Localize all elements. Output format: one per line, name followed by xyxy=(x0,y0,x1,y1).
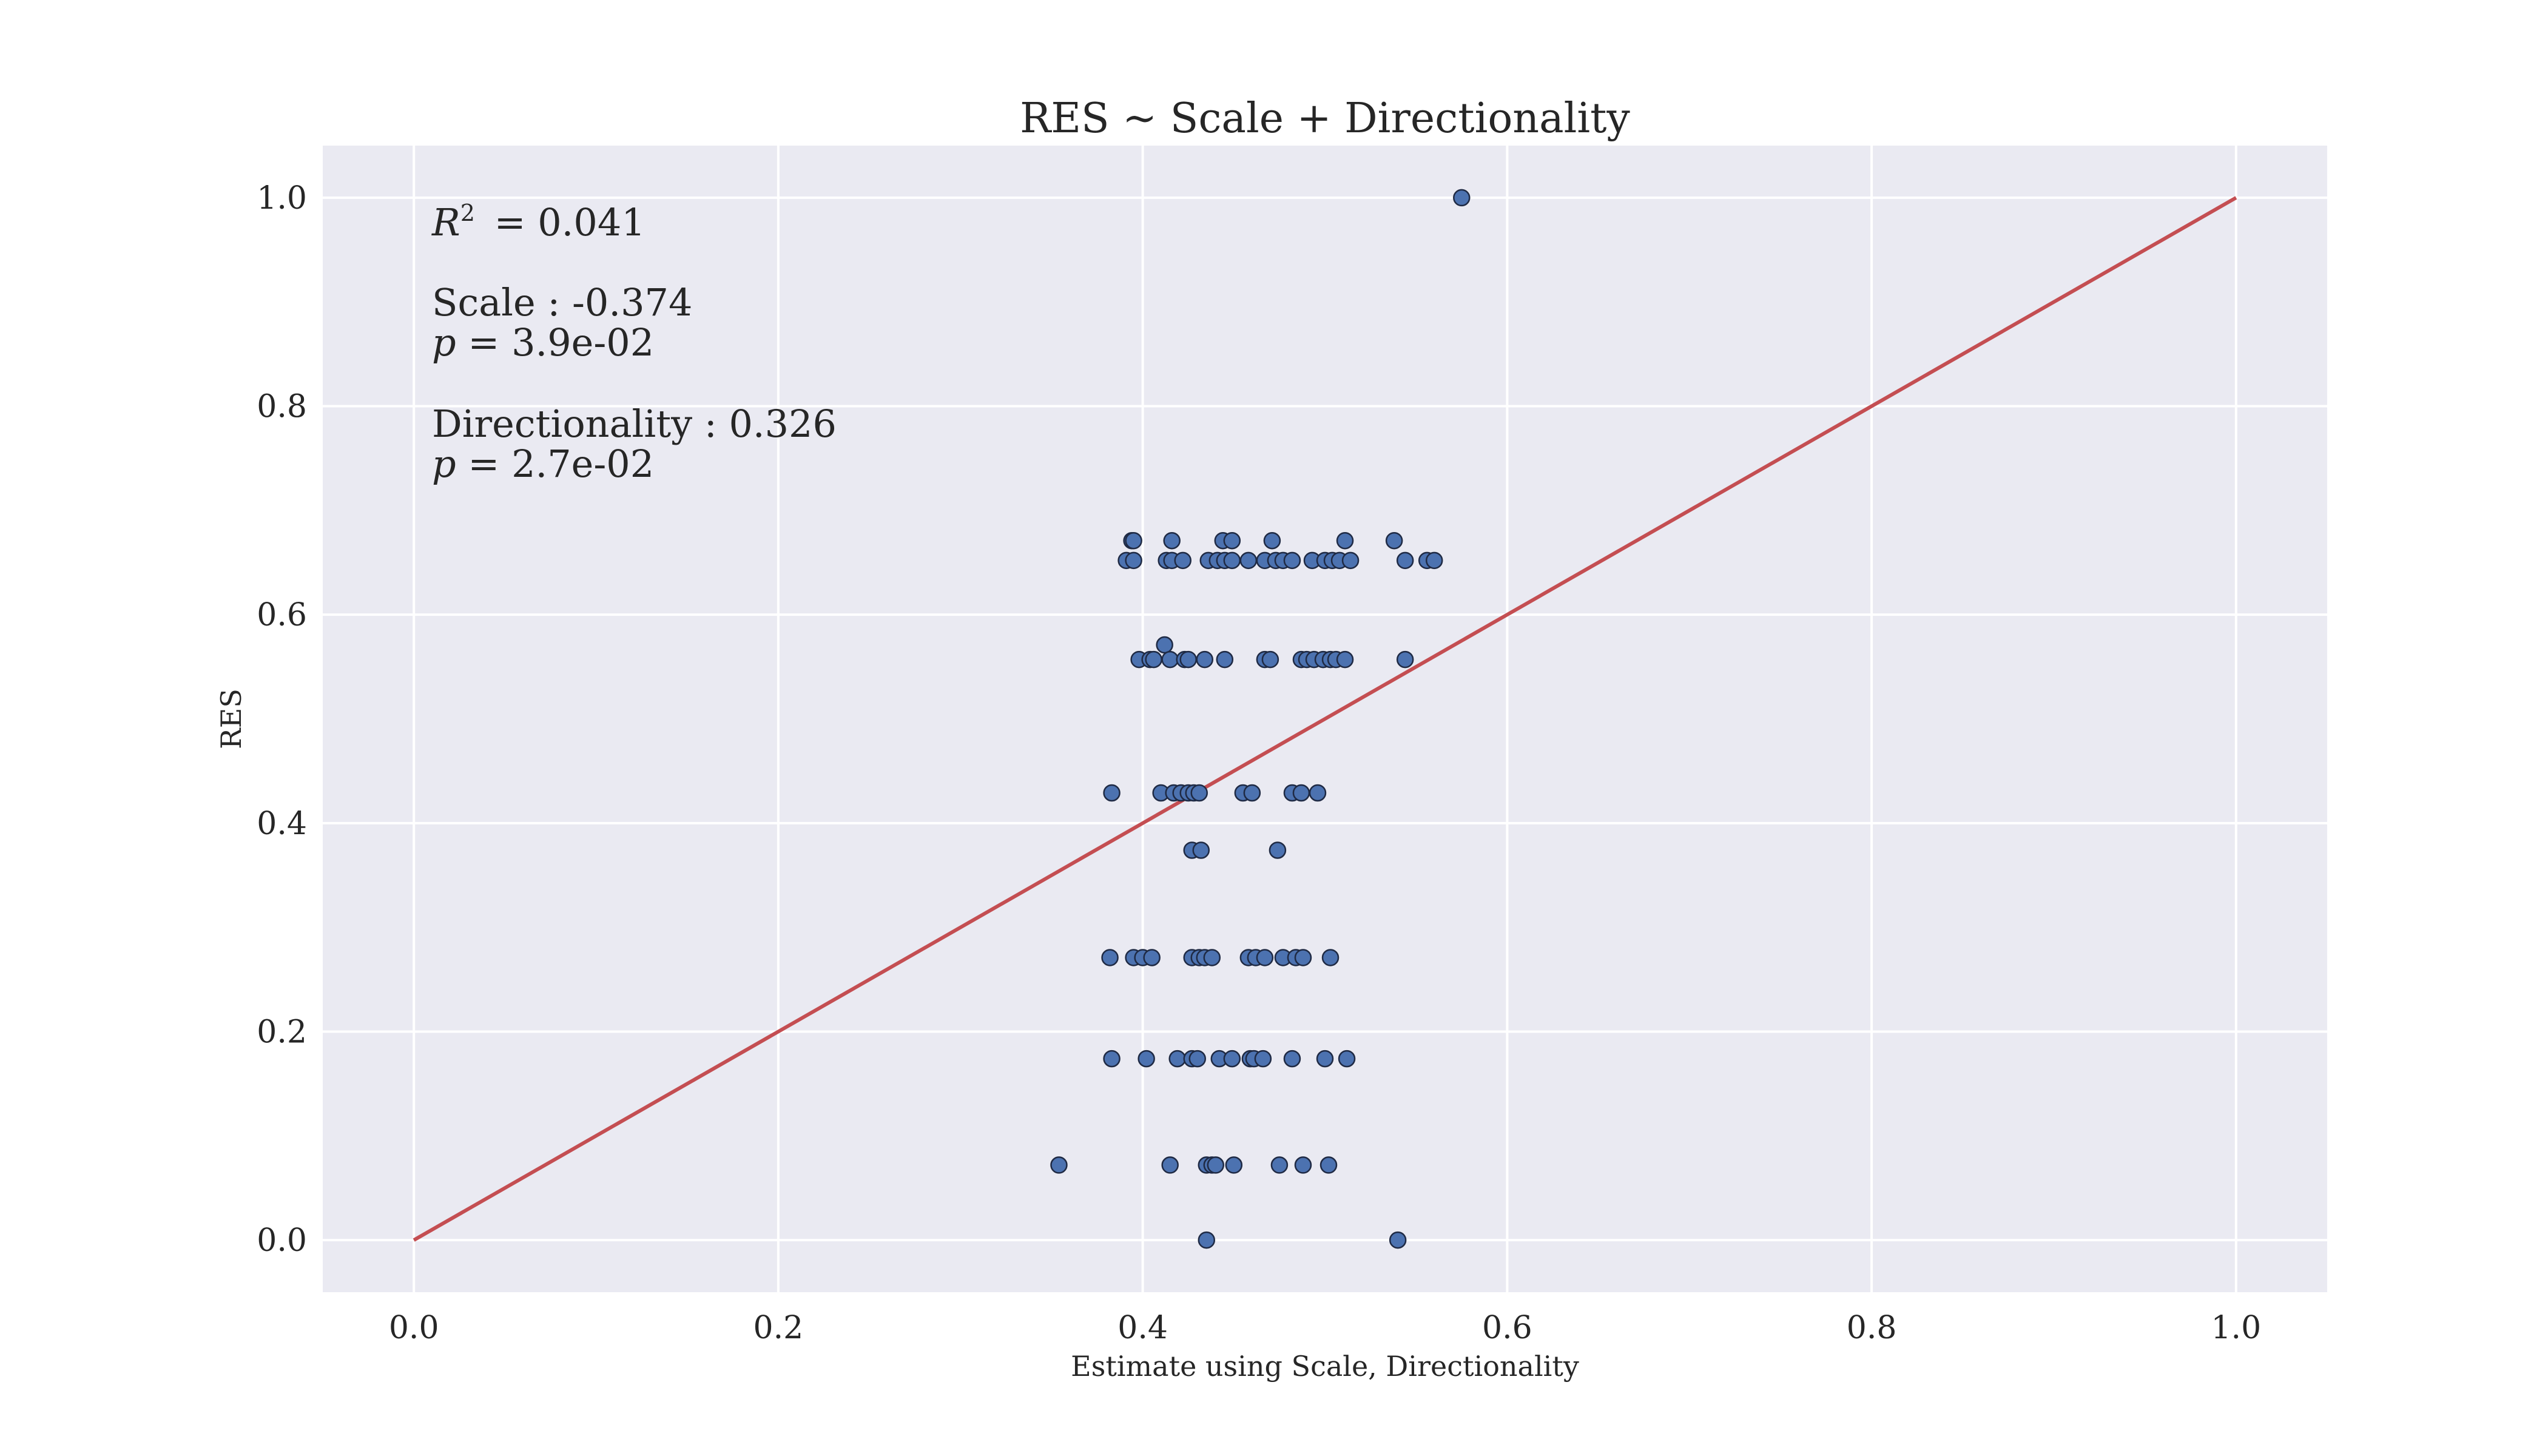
data-point xyxy=(1292,784,1310,802)
chart-title: RES ~ Scale + Directionality xyxy=(1020,95,1630,143)
x-tick-label: 0.4 xyxy=(1117,1310,1168,1346)
data-point xyxy=(1396,650,1414,669)
directionality-p-value: p = 2.7e-02 xyxy=(432,442,654,486)
data-point xyxy=(1196,650,1214,669)
tick-labels: 0.0 0.2 0.4 0.6 0.8 1.0 0.0 0.2 0.4 0.6 0.8 1.0 xyxy=(257,180,2261,1346)
data-point xyxy=(1243,784,1261,802)
data-point xyxy=(1188,1050,1206,1068)
scale-p-value: p = 3.9e-02 xyxy=(432,320,654,365)
data-point xyxy=(1125,551,1142,570)
data-point xyxy=(1316,1050,1334,1068)
x-tick-label: 0.0 xyxy=(389,1310,439,1346)
data-point xyxy=(1453,189,1471,207)
data-point xyxy=(1320,1156,1338,1174)
data-point xyxy=(1145,650,1162,669)
data-point xyxy=(1269,841,1287,859)
data-point xyxy=(1256,949,1274,966)
data-point xyxy=(1254,1050,1272,1068)
data-point xyxy=(1143,949,1161,966)
directionality-p-symbol: p xyxy=(432,442,456,486)
scale-coefficient: Scale : -0.374 xyxy=(432,280,692,325)
data-point xyxy=(1168,1050,1186,1068)
data-point xyxy=(1207,1156,1225,1174)
data-point xyxy=(1283,551,1301,570)
x-tick-label: 1.0 xyxy=(2211,1310,2261,1346)
data-point xyxy=(1338,1050,1356,1068)
r-squared-text: R2 = 0.041 xyxy=(431,200,645,244)
reference-line xyxy=(413,196,2237,1242)
data-point xyxy=(1161,650,1179,669)
data-points xyxy=(1050,189,1471,1249)
y-tick-label: 0.4 xyxy=(257,806,307,842)
data-point xyxy=(1223,551,1241,570)
data-point xyxy=(1101,949,1119,966)
data-point xyxy=(1192,841,1210,859)
data-point xyxy=(1270,1156,1289,1174)
data-point xyxy=(1223,1050,1241,1068)
data-point xyxy=(1174,551,1191,570)
data-point xyxy=(1203,949,1221,966)
data-point xyxy=(1156,636,1173,654)
data-point xyxy=(1341,551,1360,570)
r-squared-value: = 0.041 xyxy=(482,200,645,244)
x-tick-label: 0.6 xyxy=(1482,1310,1532,1346)
y-axis-label: RES xyxy=(215,689,248,749)
data-point xyxy=(1225,1156,1243,1174)
directionality-p-text: = 2.7e-02 xyxy=(456,442,655,486)
data-point xyxy=(1294,949,1312,966)
directionality-coefficient: Directionality : 0.326 xyxy=(432,402,837,446)
data-point xyxy=(1261,650,1279,669)
data-point xyxy=(1385,531,1403,550)
y-tick-label: 0.2 xyxy=(257,1014,307,1050)
r-squared-exponent: 2 xyxy=(460,200,475,226)
data-point xyxy=(1190,784,1208,802)
scale-p-symbol: p xyxy=(432,320,456,365)
data-point xyxy=(1050,1156,1068,1174)
grid-lines xyxy=(323,146,2327,1292)
data-point xyxy=(1396,551,1414,570)
y-tick-label: 0.8 xyxy=(257,389,307,425)
data-point xyxy=(1198,1231,1216,1249)
data-point xyxy=(1103,784,1121,802)
data-point xyxy=(1103,1050,1121,1068)
data-point xyxy=(1163,531,1181,550)
data-point xyxy=(1283,1050,1301,1068)
data-point xyxy=(1309,784,1327,802)
data-point xyxy=(1179,650,1197,669)
stats-annotation: R2 = 0.041 Scale : -0.374 p = 3.9e-02 Di… xyxy=(431,200,837,486)
data-point xyxy=(1389,1231,1407,1249)
x-axis-label: Estimate using Scale, Directionality xyxy=(1071,1350,1579,1383)
x-tick-label: 0.8 xyxy=(1847,1310,1897,1346)
data-point xyxy=(1125,531,1142,550)
data-point xyxy=(1161,1156,1179,1174)
y-tick-label: 0.0 xyxy=(257,1222,307,1259)
data-point xyxy=(1336,650,1354,669)
data-point xyxy=(1138,1050,1155,1068)
scale-p-text: = 3.9e-02 xyxy=(456,320,655,365)
data-point xyxy=(1216,650,1234,669)
y-tick-label: 0.6 xyxy=(257,597,307,633)
data-point xyxy=(1239,551,1258,570)
data-point xyxy=(1223,531,1241,550)
r-squared-symbol: R xyxy=(431,200,460,244)
x-tick-label: 0.2 xyxy=(753,1310,804,1346)
data-point xyxy=(1294,1156,1312,1174)
data-point xyxy=(1336,531,1354,550)
data-point xyxy=(1263,531,1281,550)
data-point xyxy=(1321,949,1340,966)
y-tick-label: 1.0 xyxy=(257,180,307,217)
data-point xyxy=(1425,551,1443,570)
